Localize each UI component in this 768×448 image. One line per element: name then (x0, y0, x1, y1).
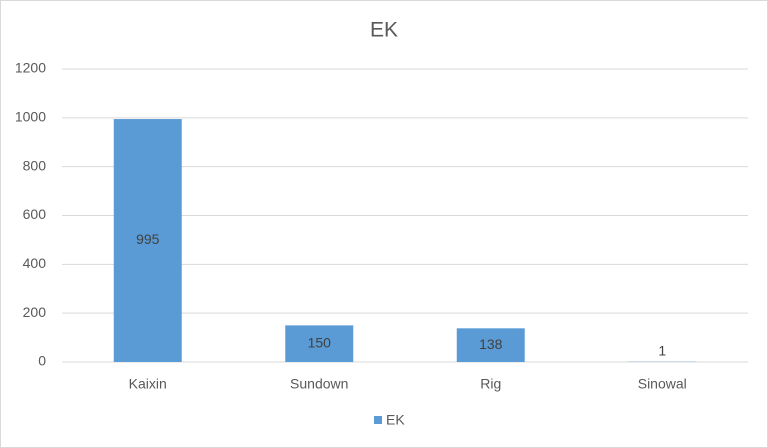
bar (456, 328, 525, 362)
y-tick-label: 1000 (15, 109, 46, 125)
bar (113, 119, 182, 362)
y-tick-label: 1200 (15, 60, 46, 76)
y-tick-label: 0 (38, 353, 46, 369)
x-tick-label: Sundown (290, 376, 348, 392)
data-label: 138 (479, 336, 503, 352)
x-tick-label: Kaixin (129, 376, 167, 392)
data-label: 150 (308, 334, 332, 350)
legend-label: EK (386, 412, 405, 428)
y-tick-label: 400 (23, 255, 47, 271)
bar (285, 325, 354, 362)
chart-title: EK (370, 19, 398, 42)
y-tick-label: 200 (23, 304, 47, 320)
legend-swatch (374, 416, 382, 424)
x-tick-label: Sinowal (638, 376, 687, 392)
y-tick-label: 800 (23, 157, 47, 173)
data-label: 995 (136, 231, 160, 247)
data-label: 1 (658, 342, 666, 358)
x-tick-label: Rig (480, 376, 501, 392)
y-tick-label: 600 (23, 206, 47, 222)
